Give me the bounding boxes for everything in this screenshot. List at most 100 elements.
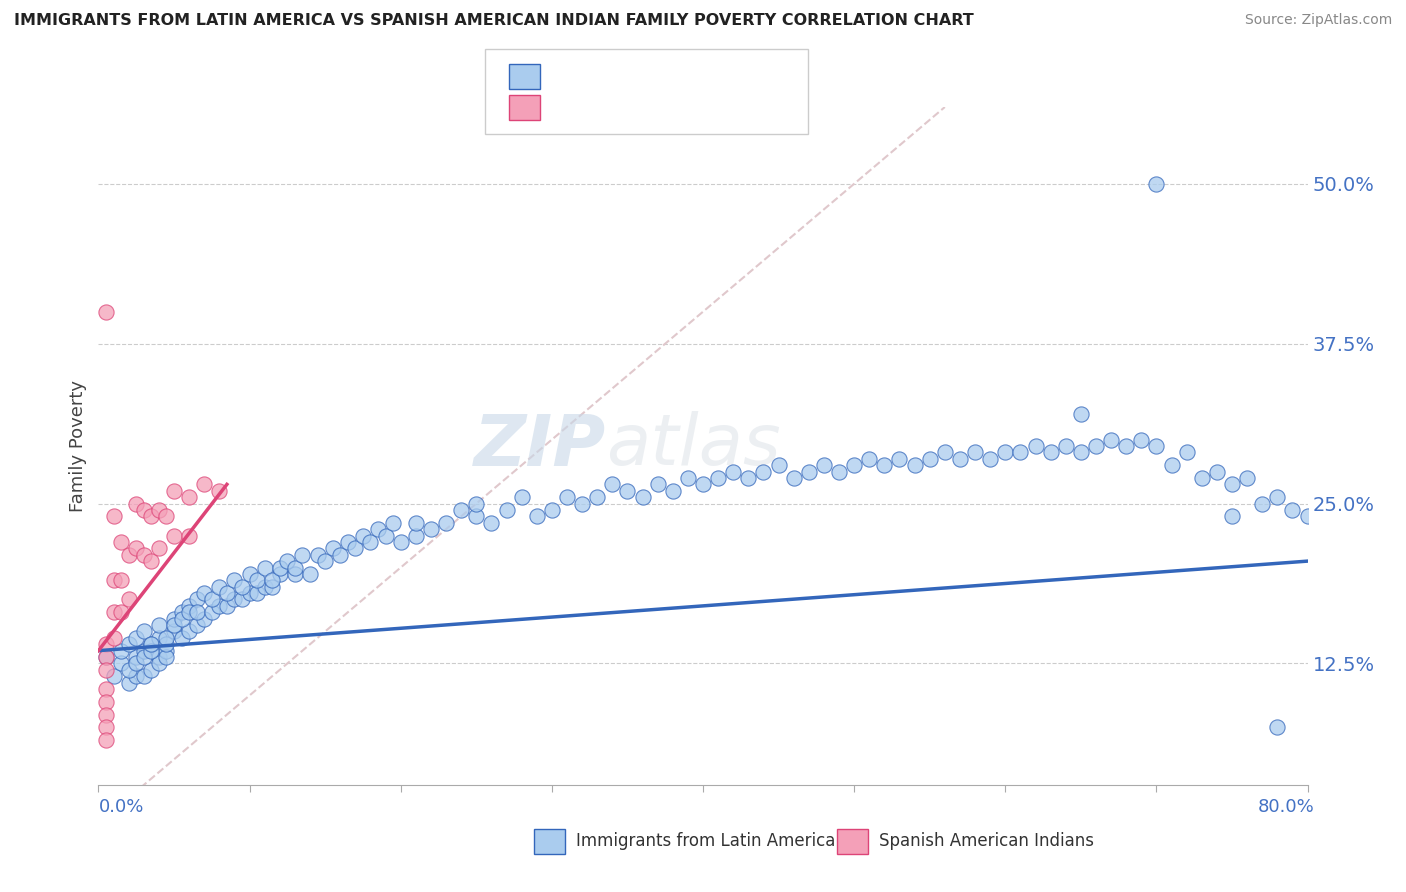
Point: [201, 592, 224, 607]
Text: 0.283: 0.283: [588, 56, 645, 74]
Point: [329, 548, 352, 562]
Text: 0.279: 0.279: [588, 99, 644, 117]
Point: [1191, 471, 1213, 485]
Point: [965, 445, 987, 459]
Point: [193, 477, 215, 491]
Point: [231, 592, 253, 607]
Point: [110, 574, 132, 588]
Point: [201, 605, 224, 619]
Point: [616, 483, 638, 498]
Point: [141, 663, 163, 677]
Point: [239, 566, 262, 581]
Point: [179, 605, 201, 619]
Point: [155, 643, 177, 657]
Point: [858, 451, 880, 466]
Point: [291, 548, 314, 562]
Point: [1099, 433, 1122, 447]
Point: [148, 650, 170, 665]
Point: [103, 509, 125, 524]
Point: [676, 471, 699, 485]
Point: [155, 637, 177, 651]
Point: [352, 528, 374, 542]
Point: [94, 707, 117, 722]
Point: [163, 483, 186, 498]
Point: [1296, 509, 1319, 524]
Point: [110, 605, 132, 619]
Point: [253, 580, 276, 594]
Point: [141, 509, 163, 524]
Point: [163, 528, 186, 542]
Point: [1236, 471, 1258, 485]
Point: [103, 631, 125, 645]
Point: [103, 605, 125, 619]
Point: [179, 490, 201, 504]
Point: [752, 465, 775, 479]
Point: [1206, 465, 1229, 479]
Point: [1281, 503, 1303, 517]
Point: [163, 624, 186, 639]
Point: [284, 560, 307, 574]
Point: [1010, 445, 1032, 459]
Point: [132, 669, 155, 683]
Point: [155, 650, 177, 665]
Point: [155, 631, 177, 645]
Point: [269, 560, 291, 574]
Point: [94, 720, 117, 734]
Point: [110, 535, 132, 549]
Text: 80.0%: 80.0%: [1258, 798, 1315, 816]
Point: [631, 490, 654, 504]
Point: [571, 497, 593, 511]
Point: [118, 548, 141, 562]
Point: [132, 548, 155, 562]
Point: [224, 592, 246, 607]
Point: [118, 592, 141, 607]
Point: [1085, 439, 1108, 453]
Point: [314, 554, 336, 568]
Point: [224, 574, 246, 588]
Point: [1251, 497, 1274, 511]
Point: [1070, 445, 1092, 459]
Point: [692, 477, 714, 491]
Y-axis label: Family Poverty: Family Poverty: [69, 380, 87, 512]
Point: [844, 458, 866, 473]
Point: [828, 465, 851, 479]
Point: [262, 574, 284, 588]
Point: [918, 451, 941, 466]
Point: [125, 657, 148, 671]
Point: [904, 458, 927, 473]
Point: [163, 612, 186, 626]
Point: [526, 509, 548, 524]
Text: 0.0%: 0.0%: [98, 798, 143, 816]
Point: [481, 516, 503, 530]
Point: [374, 528, 396, 542]
Point: [246, 586, 269, 600]
Point: [360, 535, 382, 549]
Point: [208, 599, 231, 613]
Point: [1220, 477, 1243, 491]
Point: [103, 669, 125, 683]
Point: [170, 605, 193, 619]
Point: [1115, 439, 1137, 453]
Point: [239, 586, 262, 600]
Point: [186, 605, 208, 619]
Point: [555, 490, 578, 504]
Point: [179, 599, 201, 613]
Point: [186, 618, 208, 632]
Point: [155, 509, 177, 524]
Text: Source: ZipAtlas.com: Source: ZipAtlas.com: [1244, 13, 1392, 28]
Point: [662, 483, 685, 498]
Point: [170, 612, 193, 626]
Point: [148, 541, 170, 556]
Point: [1039, 445, 1062, 459]
Point: [208, 483, 231, 498]
Point: [540, 503, 562, 517]
Point: [141, 554, 163, 568]
Point: [215, 586, 238, 600]
Point: [186, 592, 208, 607]
Point: [284, 566, 307, 581]
Point: [307, 548, 329, 562]
Point: [148, 631, 170, 645]
Point: [783, 471, 806, 485]
Point: [193, 612, 215, 626]
Point: [1220, 509, 1243, 524]
